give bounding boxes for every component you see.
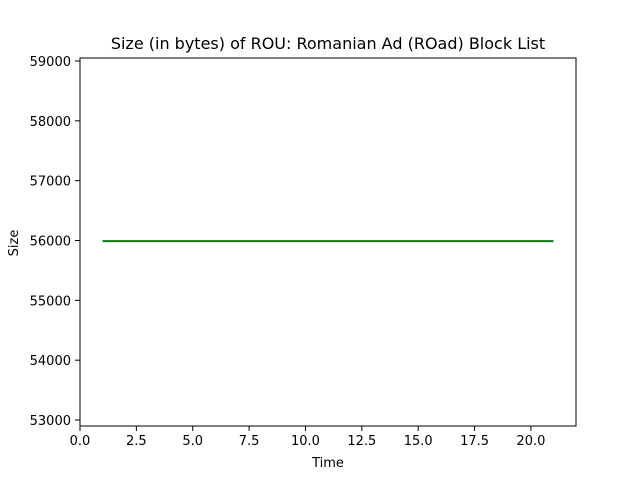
y-tick-label: 59000	[30, 55, 71, 70]
x-tick-label: 2.5	[126, 434, 147, 449]
x-tick-label: 12.5	[347, 434, 376, 449]
y-tick-label: 54000	[30, 354, 71, 369]
y-tick-label: 58000	[30, 115, 71, 130]
x-tick-label: 15.0	[404, 434, 433, 449]
y-tick-label: 57000	[30, 175, 71, 190]
plot-area: 0.0 2.5 5.0 7.5 10.0 12.5 15.0 17.5 20.0 53000 540…	[30, 55, 577, 449]
y-axis-label: Size	[7, 230, 22, 257]
x-tick-label: 17.5	[460, 434, 489, 449]
x-tick-label: 7.5	[239, 434, 260, 449]
y-tick-label: 56000	[30, 235, 71, 250]
x-tick-label: 20.0	[516, 434, 545, 449]
chart-title: Size (in bytes) of ROU: Romanian Ad (ROa…	[111, 34, 545, 53]
x-axis-label: Time	[311, 456, 344, 471]
x-tick-label: 10.0	[291, 434, 320, 449]
y-tick-label: 53000	[30, 414, 71, 429]
plot-frame	[79, 57, 577, 427]
x-tick-label: 0.0	[70, 434, 91, 449]
y-tick-label: 55000	[30, 294, 71, 309]
x-tick-label: 5.0	[182, 434, 203, 449]
